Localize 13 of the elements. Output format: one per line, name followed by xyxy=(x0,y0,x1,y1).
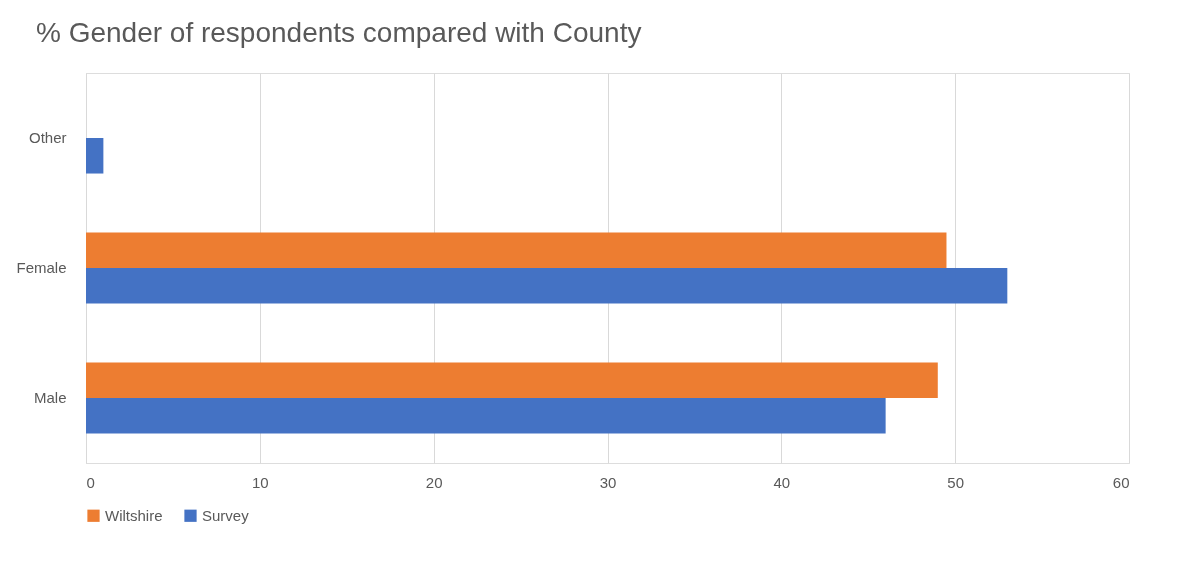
x-tick-label: 30 xyxy=(599,473,617,491)
x-tick-label: 10 xyxy=(251,473,269,491)
y-tick-label: Male xyxy=(33,389,67,406)
x-tick-label: 50 xyxy=(947,473,965,491)
x-tick-label: 60 xyxy=(1112,473,1130,491)
y-tick-label: Female xyxy=(16,259,67,276)
legend-label: Survey xyxy=(202,506,250,524)
y-tick-label: Other xyxy=(28,129,67,146)
x-tick-label: 20 xyxy=(425,473,443,491)
x-tick-label: 0 xyxy=(86,473,95,491)
chart-title: % Gender of respondents compared with County xyxy=(35,17,642,48)
legend-label: Wiltshire xyxy=(105,506,163,524)
x-tick-label: 40 xyxy=(773,473,791,491)
